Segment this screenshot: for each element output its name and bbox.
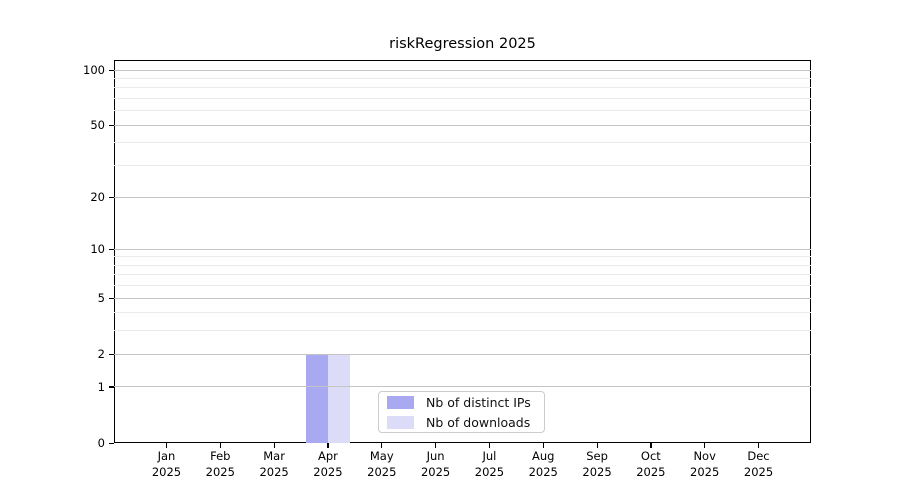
y-axis-tick	[109, 124, 114, 127]
y-gridline-minor	[114, 98, 811, 100]
x-axis-tick	[704, 443, 706, 448]
y-gridline-minor	[114, 312, 811, 314]
x-tick-label: Jan 2025	[151, 449, 182, 479]
y-gridline-major	[114, 386, 811, 388]
y-axis-tick	[109, 386, 114, 388]
x-tick-label: Sep 2025	[582, 449, 612, 479]
legend-swatch-distinct-ips	[387, 395, 414, 409]
y-axis-tick	[109, 69, 114, 71]
bar-downloads	[327, 354, 350, 443]
y-tick-label: 20	[90, 190, 105, 205]
bar-distinct-ips	[305, 354, 328, 443]
x-tick-label: Jul 2025	[474, 449, 505, 479]
y-gridline-minor	[114, 274, 811, 276]
y-tick-label: 1	[97, 379, 105, 394]
x-axis-tick	[165, 443, 168, 448]
x-tick-label: Aug 2025	[528, 449, 558, 479]
legend-label-distinct-ips: Nb of distinct IPs	[426, 394, 531, 410]
y-tick-label: 50	[90, 118, 105, 133]
y-tick-label: 10	[90, 242, 105, 257]
y-tick-label: 2	[97, 347, 105, 362]
x-tick-label: Dec 2025	[743, 449, 774, 479]
x-axis-tick	[650, 443, 652, 448]
legend-item-downloads: Nb of downloads	[387, 415, 544, 430]
chart-title: riskRegression 2025	[389, 36, 536, 52]
x-tick-label: Apr 2025	[313, 449, 343, 479]
x-tick-label: Oct 2025	[636, 449, 666, 479]
x-axis-tick	[758, 443, 760, 448]
x-axis-tick	[596, 443, 598, 448]
x-axis-tick	[273, 443, 275, 448]
x-tick-label: Nov 2025	[690, 449, 720, 479]
x-tick-label: Jun 2025	[420, 449, 451, 479]
x-axis-tick	[219, 443, 221, 448]
y-gridline-minor	[114, 110, 811, 112]
y-gridline-major	[114, 196, 811, 198]
x-axis-tick	[488, 443, 491, 448]
x-axis-tick	[435, 443, 437, 448]
y-tick-label: 100	[83, 63, 105, 78]
y-gridline-major	[114, 248, 811, 250]
y-gridline-minor	[114, 256, 811, 258]
y-gridline-major	[114, 69, 811, 71]
y-gridline-minor	[114, 285, 811, 287]
x-axis-tick	[542, 443, 544, 448]
x-tick-label: Mar 2025	[259, 449, 289, 479]
y-axis-tick	[109, 353, 114, 355]
y-gridline-minor	[114, 87, 811, 89]
x-axis-tick	[327, 443, 329, 448]
legend-item-distinct-ips: Nb of distinct IPs	[387, 395, 544, 410]
y-gridline-minor	[114, 264, 811, 266]
legend-label-downloads: Nb of downloads	[426, 414, 531, 430]
y-gridline-major	[114, 297, 811, 299]
y-gridline-minor	[114, 142, 811, 144]
y-gridline-minor	[114, 78, 811, 80]
y-gridline-minor	[114, 330, 811, 332]
y-tick-label: 5	[97, 291, 105, 306]
y-tick-label: 0	[97, 436, 105, 450]
x-axis-tick	[381, 443, 383, 448]
y-axis-tick	[109, 196, 114, 198]
y-axis-tick	[109, 248, 114, 250]
x-tick-label: May 2025	[367, 449, 397, 479]
legend: Nb of distinct IPs Nb of downloads	[378, 391, 545, 433]
y-gridline-minor	[114, 165, 811, 167]
plot-area	[114, 60, 811, 443]
legend-swatch-downloads	[387, 415, 414, 429]
y-axis-tick	[109, 442, 114, 444]
y-axis-tick	[109, 297, 114, 299]
x-tick-label: Feb 2025	[205, 449, 235, 479]
y-gridline-major	[114, 124, 811, 126]
y-gridline-major	[114, 353, 811, 355]
